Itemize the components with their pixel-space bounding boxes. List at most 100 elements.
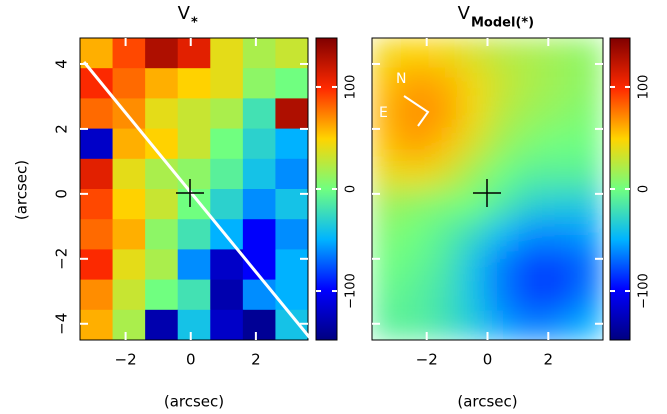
axis-line (82, 61, 312, 339)
cell (487, 128, 517, 160)
cell (112, 38, 146, 69)
cell (487, 189, 517, 220)
cell (177, 249, 211, 281)
y-axis-label: (arcsec) (13, 160, 31, 220)
cell (400, 309, 431, 340)
cell (177, 98, 211, 130)
cell (145, 249, 179, 281)
cell (112, 309, 146, 341)
cell (487, 98, 517, 130)
y-tick-label: −2 (53, 248, 71, 270)
cell (545, 68, 575, 99)
cell (516, 38, 546, 69)
cell (112, 249, 146, 281)
cell (487, 309, 517, 340)
cell (429, 38, 460, 69)
x-tick-label: 2 (544, 351, 554, 369)
cell (574, 68, 603, 99)
cell (574, 98, 603, 130)
heatmap-cells (372, 38, 603, 340)
colorbar-tick-label: 0 (637, 185, 652, 193)
chart-title: V (178, 3, 191, 24)
cell (429, 68, 460, 99)
cell (177, 128, 211, 160)
cell (574, 249, 603, 281)
cell (177, 68, 211, 99)
center-cross (176, 179, 501, 207)
cell (80, 128, 114, 160)
cell (574, 219, 603, 250)
cell (275, 249, 309, 281)
cell (112, 279, 146, 311)
cell (487, 219, 517, 250)
colorbar-tick-label: −100 (637, 273, 652, 309)
cell (275, 219, 309, 250)
cell (400, 219, 431, 250)
cell (400, 249, 431, 281)
colorbar-tick-label: 100 (344, 75, 359, 100)
cell (112, 189, 146, 220)
cell (400, 68, 431, 99)
cell (372, 249, 402, 281)
cell (545, 128, 575, 160)
x-tick-label: 0 (186, 351, 196, 369)
colorbar-tick-label: −100 (344, 273, 359, 309)
cell (400, 189, 431, 220)
y-tick-label: −4 (53, 313, 71, 335)
cell (275, 68, 309, 99)
cell (429, 98, 460, 130)
cell (458, 38, 488, 69)
cell (429, 219, 460, 250)
cell (545, 38, 575, 69)
chart-title-subscript: * (191, 16, 198, 31)
plot-frame (79, 37, 309, 341)
cell (210, 98, 244, 130)
compass (403, 95, 430, 127)
cell (242, 189, 276, 220)
colorbar-tick-label: 100 (637, 75, 652, 100)
cell (400, 158, 431, 190)
cell (458, 219, 488, 250)
cell (145, 189, 179, 220)
cell (400, 128, 431, 160)
cell (242, 219, 276, 250)
cell (145, 309, 179, 341)
cell (372, 68, 402, 99)
cell (372, 128, 402, 160)
compass-north: N (396, 71, 406, 87)
cell (210, 249, 244, 281)
cell (516, 279, 546, 311)
cell (458, 279, 488, 311)
cell (275, 128, 309, 160)
cell (372, 219, 402, 250)
cell (145, 38, 179, 69)
cell (112, 219, 146, 250)
x-tick-label: −2 (115, 351, 137, 369)
cell (429, 309, 460, 340)
cell (210, 68, 244, 99)
cell (545, 219, 575, 250)
cell (80, 219, 114, 250)
cell (458, 128, 488, 160)
cell (429, 189, 460, 220)
heatmap (372, 38, 603, 340)
cell (242, 98, 276, 130)
cell (80, 309, 114, 341)
cell (372, 309, 402, 340)
cell (487, 249, 517, 281)
cell (458, 98, 488, 130)
cell (516, 158, 546, 190)
cell (177, 279, 211, 311)
cell (177, 189, 211, 220)
x-tick-label: −2 (416, 351, 438, 369)
cell (458, 158, 488, 190)
cell (242, 128, 276, 160)
cell (516, 98, 546, 130)
cell (429, 128, 460, 160)
cell (177, 219, 211, 250)
cell (210, 279, 244, 311)
cell (545, 189, 575, 220)
y-tick-label: 0 (53, 189, 71, 199)
cell (429, 158, 460, 190)
cell (429, 279, 460, 311)
